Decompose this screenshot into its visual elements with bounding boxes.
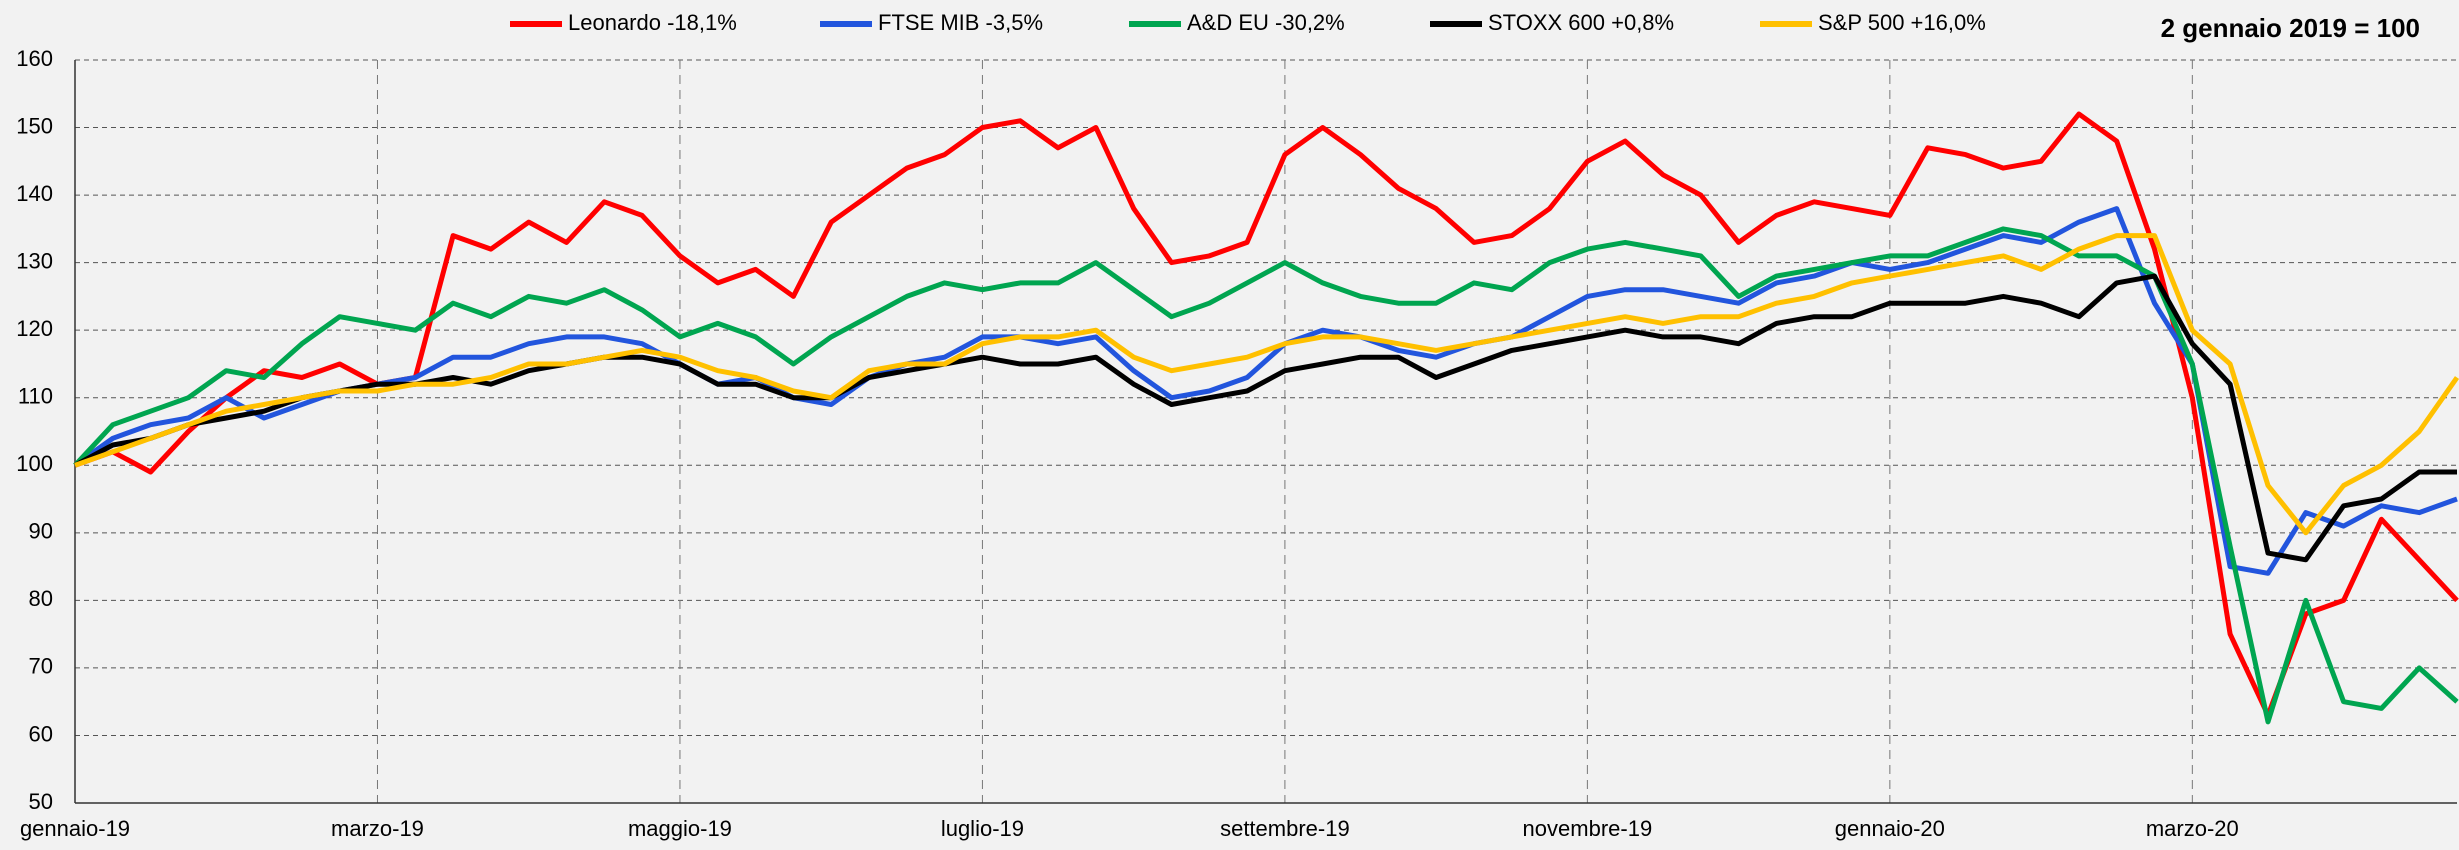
series-line — [73, 206, 2458, 576]
legend-label: STOXX 600 +0,8% — [1488, 10, 1674, 35]
x-tick-label: marzo-19 — [331, 816, 424, 841]
y-tick-label: 110 — [18, 384, 53, 409]
y-tick-label: 160 — [16, 46, 53, 71]
x-tick-label: gennaio-19 — [20, 816, 130, 841]
x-tick-label: luglio-19 — [941, 816, 1024, 841]
y-tick-label: 140 — [16, 181, 53, 206]
y-tick-label: 80 — [29, 586, 53, 611]
y-tick-label: 130 — [16, 248, 53, 273]
series-line — [74, 233, 2459, 536]
series-line — [73, 226, 2459, 725]
x-tick-label: marzo-20 — [2146, 816, 2239, 841]
y-tick-label: 50 — [29, 789, 53, 814]
x-tick-label: novembre-19 — [1523, 816, 1653, 841]
legend-label: FTSE MIB -3,5% — [878, 10, 1043, 35]
y-tick-label: 120 — [16, 316, 53, 341]
y-tick-label: 150 — [16, 113, 53, 138]
legend-label: A&D EU -30,2% — [1187, 10, 1345, 35]
x-tick-label: maggio-19 — [628, 816, 732, 841]
x-tick-label: gennaio-20 — [1835, 816, 1945, 841]
x-tick-label: settembre-19 — [1220, 816, 1350, 841]
y-tick-label: 70 — [29, 654, 53, 679]
y-tick-label: 100 — [16, 451, 53, 476]
y-tick-label: 90 — [29, 519, 53, 544]
annotation: 2 gennaio 2019 = 100 — [2161, 13, 2420, 43]
series-line — [74, 111, 2459, 718]
y-tick-label: 60 — [29, 721, 53, 746]
legend-label: Leonardo -18,1% — [568, 10, 737, 35]
legend-label: S&P 500 +16,0% — [1818, 10, 1986, 35]
